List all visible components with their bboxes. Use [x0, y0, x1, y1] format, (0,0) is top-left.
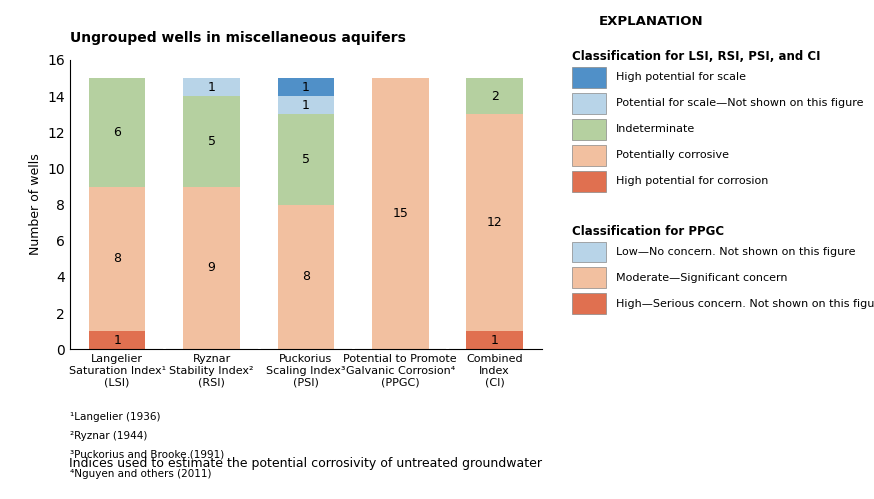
Text: EXPLANATION: EXPLANATION — [599, 15, 704, 28]
Text: 15: 15 — [392, 207, 408, 220]
Text: ¹Langelier (1936): ¹Langelier (1936) — [70, 412, 161, 422]
Text: Potential for scale—Not shown on this figure: Potential for scale—Not shown on this fi… — [616, 98, 864, 108]
Text: 2: 2 — [490, 89, 499, 103]
Bar — [89, 78, 145, 187]
Bar — [89, 331, 145, 349]
Text: 5: 5 — [207, 135, 216, 148]
Bar — [278, 78, 334, 96]
Text: 1: 1 — [490, 334, 499, 347]
X-axis label: Indices used to estimate the potential corrosivity of untreated groundwater: Indices used to estimate the potential c… — [69, 457, 543, 470]
Text: High—Serious concern. Not shown on this figure: High—Serious concern. Not shown on this … — [616, 299, 874, 309]
Text: ³Puckorius and Brooke (1991): ³Puckorius and Brooke (1991) — [70, 450, 224, 460]
Text: Moderate—Significant concern: Moderate—Significant concern — [616, 273, 787, 283]
Text: Classification for LSI, RSI, PSI, and CI: Classification for LSI, RSI, PSI, and CI — [572, 50, 821, 63]
Bar — [278, 96, 334, 114]
Bar — [89, 187, 145, 331]
Text: 1: 1 — [207, 80, 216, 93]
Text: 6: 6 — [113, 126, 121, 139]
Text: 8: 8 — [113, 252, 121, 265]
Bar — [467, 331, 523, 349]
Text: High potential for corrosion: High potential for corrosion — [616, 176, 768, 186]
Bar — [184, 78, 239, 96]
Bar — [372, 78, 428, 349]
Text: Classification for PPGC: Classification for PPGC — [572, 225, 725, 238]
Bar — [467, 78, 523, 114]
Text: High potential for scale: High potential for scale — [616, 72, 746, 82]
Text: Low—No concern. Not shown on this figure: Low—No concern. Not shown on this figure — [616, 247, 856, 257]
Text: Indeterminate: Indeterminate — [616, 124, 696, 134]
Text: ⁴Nguyen and others (2011): ⁴Nguyen and others (2011) — [70, 469, 212, 479]
Bar — [184, 96, 239, 187]
Text: 12: 12 — [487, 216, 503, 229]
Text: 1: 1 — [113, 334, 121, 347]
Bar — [278, 205, 334, 349]
Bar — [467, 114, 523, 331]
Text: 1: 1 — [302, 80, 310, 93]
Text: ²Ryznar (1944): ²Ryznar (1944) — [70, 431, 148, 441]
Text: Potentially corrosive: Potentially corrosive — [616, 150, 729, 160]
Bar — [184, 187, 239, 349]
Y-axis label: Number of wells: Number of wells — [29, 154, 42, 255]
Text: 9: 9 — [207, 261, 216, 274]
Text: 5: 5 — [302, 153, 310, 166]
Text: 1: 1 — [302, 99, 310, 112]
Text: Ungrouped wells in miscellaneous aquifers: Ungrouped wells in miscellaneous aquifer… — [70, 31, 406, 45]
Bar — [278, 114, 334, 205]
Text: 8: 8 — [302, 270, 310, 283]
